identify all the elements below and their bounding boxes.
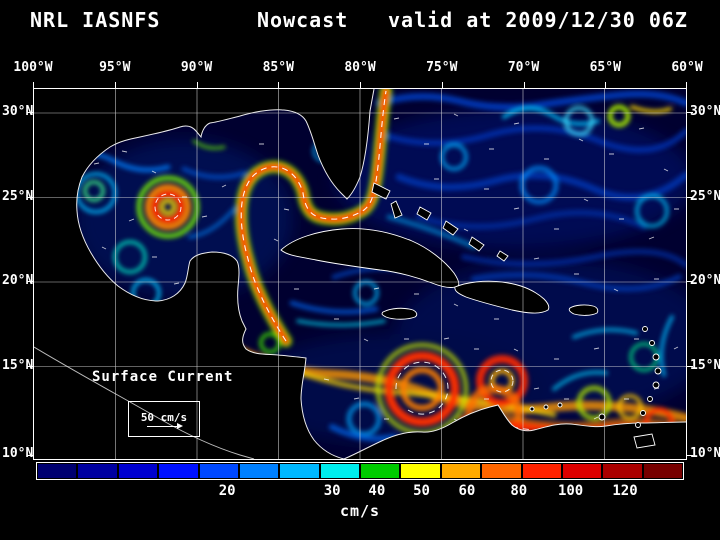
colorbar-segment <box>320 464 359 478</box>
axis-tick <box>27 281 33 282</box>
axis-tick <box>27 112 33 113</box>
colorbar-segment <box>603 464 642 478</box>
axis-tick <box>27 455 33 456</box>
axis-tick <box>278 82 280 88</box>
axis-tick <box>114 82 116 88</box>
map-annotation: Surface Current <box>92 369 234 385</box>
islands <box>280 182 662 449</box>
axis-tick <box>27 365 33 367</box>
colorbar-segment <box>199 464 238 478</box>
lat-tick-label: 25°N <box>2 188 34 204</box>
colorbar-tick-label: 50 <box>413 483 430 499</box>
lon-tick-label: 70°W <box>507 60 540 75</box>
colorbar-segment <box>118 464 158 478</box>
lat-tick-label: 15°N <box>690 357 720 373</box>
colorbar-tick-label: 20 <box>218 483 236 499</box>
axis-tick <box>605 82 607 88</box>
scale-arrow-icon <box>147 422 183 429</box>
colorbar-segment <box>482 464 521 478</box>
coastline <box>34 89 686 459</box>
colorbar-segment <box>78 464 117 478</box>
current-speed-map <box>34 89 686 459</box>
colorbar-segment <box>643 464 682 478</box>
scale-box: 50 cm/s <box>128 401 200 437</box>
lat-tick-label: 30°N <box>690 104 720 119</box>
lon-tick-label: 60°W <box>671 60 703 75</box>
colorbar-segment <box>522 464 561 478</box>
axis-tick <box>441 82 443 88</box>
lon-tick-label: 80°W <box>344 60 376 75</box>
colorbar-segment <box>280 464 319 478</box>
axis-tick <box>687 455 693 456</box>
lon-tick-label: 65°W <box>589 60 621 75</box>
scale-label: 50 cm/s <box>140 410 188 424</box>
colorbar-tick-label: 40 <box>368 483 386 499</box>
lat-tick-label: 10°N <box>2 446 34 461</box>
colorbar-labels: 20 30 40 50 60 80 100 120 <box>36 483 684 499</box>
colorbar-tick-label: 60 <box>458 483 476 499</box>
colorbar-tick-label: 30 <box>323 483 341 499</box>
colorbar <box>36 462 684 480</box>
colorbar-tick-label: 120 <box>612 483 638 499</box>
colorbar-segment <box>441 464 481 478</box>
lat-tick-label: 30°N <box>2 104 34 119</box>
lat-tick-label: 10°N <box>690 446 720 461</box>
current-vectors <box>93 113 679 422</box>
colorbar-segment <box>401 464 440 478</box>
map-frame: Surface Current 50 cm/s <box>33 88 687 460</box>
axis-tick <box>687 112 693 113</box>
lat-tick-label: 20°N <box>690 273 720 288</box>
lon-tick-label: 100°W <box>13 60 53 75</box>
axis-tick <box>27 196 33 198</box>
lon-tick-label: 85°W <box>262 60 294 75</box>
colorbar-segment <box>562 464 602 478</box>
lat-tick-label: 15°N <box>2 357 34 373</box>
axis-tick <box>33 82 34 88</box>
graticule <box>34 89 686 459</box>
lon-tick-label: 90°W <box>180 60 213 75</box>
axis-tick <box>360 82 361 88</box>
axis-tick <box>523 82 525 88</box>
axis-tick <box>687 365 693 367</box>
colorbar-unit: cm/s <box>339 502 381 520</box>
title-valid-time: valid at 2009/12/30 06Z <box>388 8 688 32</box>
axis-tick <box>196 82 198 88</box>
lat-tick-label: 25°N <box>690 188 720 204</box>
colorbar-segment <box>361 464 400 478</box>
lon-tick-label: 75°W <box>426 60 458 75</box>
axis-tick <box>686 82 687 88</box>
axis-tick <box>687 281 693 282</box>
lat-tick-label: 20°N <box>2 273 34 288</box>
colorbar-tick-label: 80 <box>510 483 528 499</box>
lon-tick-label: 95°W <box>99 60 131 75</box>
axis-tick <box>687 196 693 198</box>
colorbar-segment <box>159 464 198 478</box>
colorbar-segment <box>239 464 279 478</box>
title-product: Nowcast <box>257 8 349 32</box>
colorbar-segment <box>38 464 77 478</box>
colorbar-tick-label: 100 <box>557 483 584 499</box>
title-system: NRL IASNFS <box>30 8 161 32</box>
